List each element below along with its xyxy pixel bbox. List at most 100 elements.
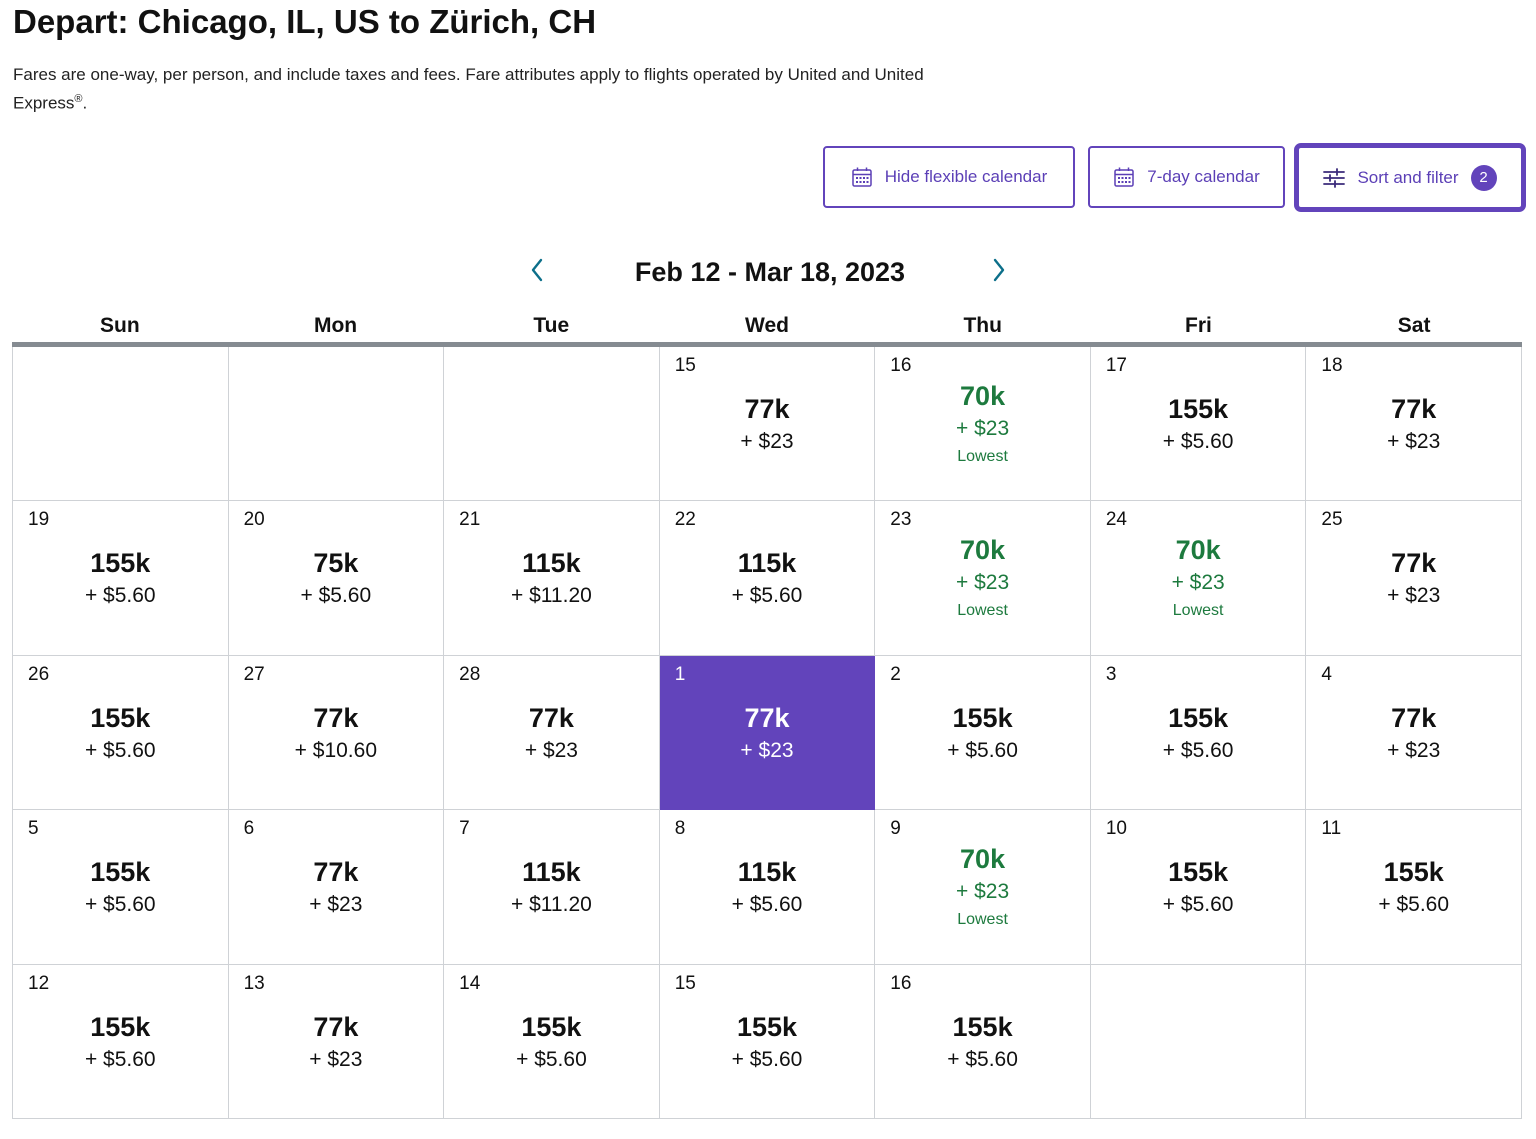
day-cell[interactable]: 26 155k + $5.60	[13, 655, 229, 811]
chevron-right-icon	[992, 258, 1006, 287]
fare-miles: 77k	[744, 702, 790, 733]
day-number: 15	[674, 972, 696, 994]
fare-miles: 155k	[1168, 394, 1229, 424]
day-number: 26	[28, 663, 50, 685]
page-title: Depart: Chicago, IL, US to Zürich, CH	[13, 3, 597, 40]
day-cell[interactable]: 12 155k + $5.60	[13, 964, 229, 1119]
day-cell-selected[interactable]: 1 77k + $23	[659, 655, 876, 811]
day-cell[interactable]: 22 115k + $5.60	[659, 501, 876, 656]
day-cell[interactable]: 11 155k + $5.60	[1306, 810, 1522, 965]
fare-miles: 155k	[1383, 857, 1444, 888]
empty-day-cell	[1306, 964, 1522, 1119]
day-number: 4	[1321, 663, 1332, 685]
day-number: 8	[674, 818, 686, 840]
day-cell[interactable]: 25 77k + $23	[1306, 501, 1522, 656]
day-cell[interactable]: 28 77k + $23	[444, 655, 660, 811]
fare-miles: 115k	[737, 548, 797, 579]
calendar-icon	[1113, 166, 1135, 188]
fare-miles: 155k	[952, 702, 1013, 733]
fare-miles: 77k	[1391, 702, 1437, 733]
day-number: 9	[890, 818, 901, 840]
day-cell[interactable]: 4 77k + $23	[1306, 655, 1522, 811]
day-number: 15	[674, 355, 696, 376]
fare-taxes: + $11.20	[511, 893, 592, 917]
day-number: 23	[890, 509, 912, 531]
day-number: 12	[28, 972, 50, 994]
day-cell[interactable]: 15 77k + $23	[659, 347, 876, 502]
next-range-button[interactable]	[983, 256, 1015, 288]
empty-day-cell	[228, 347, 445, 502]
day-cell[interactable]: 24 70k + $23 Lowest	[1090, 501, 1307, 656]
day-number: 25	[1321, 509, 1343, 531]
day-cell[interactable]: 23 70k + $23 Lowest	[875, 501, 1091, 656]
day-cell[interactable]: 5 155k + $5.60	[13, 810, 229, 965]
fare-taxes: + $23	[955, 571, 1010, 595]
day-cell[interactable]: 19 155k + $5.60	[13, 501, 229, 656]
filter-count-badge: 2	[1470, 164, 1497, 191]
fare-miles: 70k	[960, 844, 1006, 875]
day-cell[interactable]: 27 77k + $10.60	[228, 655, 445, 811]
day-cell[interactable]: 9 70k + $23 Lowest	[875, 810, 1091, 965]
fare-miles: 115k	[737, 857, 797, 888]
registered-mark: ®	[74, 93, 83, 105]
fare-taxes: + $5.60	[84, 893, 156, 917]
day-number: 2	[890, 663, 901, 685]
fare-taxes: + $5.60	[1378, 893, 1450, 917]
day-number: 21	[459, 509, 481, 531]
day-cell[interactable]: 16 70k + $23 Lowest	[875, 347, 1091, 502]
calendar-icon	[851, 166, 873, 188]
day-cell[interactable]: 16 155k + $5.60	[875, 964, 1091, 1119]
day-number: 6	[243, 818, 255, 840]
fare-taxes: + $5.60	[947, 738, 1018, 762]
fare-disclaimer-text: Fares are one-way, per person, and inclu…	[13, 65, 924, 113]
day-cell[interactable]: 3 155k + $5.60	[1090, 655, 1307, 811]
fare-miles: 155k	[736, 1011, 798, 1042]
day-cell[interactable]: 20 75k + $5.60	[228, 501, 445, 656]
fare-taxes: + $23	[1387, 738, 1441, 762]
lowest-fare-label: Lowest	[957, 602, 1008, 620]
day-number: 18	[1321, 355, 1343, 376]
fare-miles: 75k	[313, 548, 359, 579]
hide-flexible-calendar-label: Hide flexible calendar	[884, 167, 1048, 186]
day-number: 14	[459, 972, 481, 994]
sliders-icon	[1323, 167, 1346, 188]
fare-taxes: + $5.60	[1162, 738, 1234, 762]
day-number: 24	[1105, 509, 1127, 531]
chevron-left-icon	[530, 258, 544, 287]
weekday-mon: Mon	[313, 314, 358, 337]
day-number: 3	[1105, 663, 1117, 685]
fare-miles: 155k	[90, 548, 151, 579]
hide-flexible-calendar-button[interactable]: Hide flexible calendar	[823, 146, 1075, 208]
seven-day-calendar-button[interactable]: 7-day calendar	[1088, 146, 1285, 208]
day-cell[interactable]: 21 115k + $11.20	[444, 501, 660, 656]
date-range-nav: Feb 12 - Mar 18, 2023	[520, 252, 1020, 292]
seven-day-calendar-label: 7-day calendar	[1147, 167, 1260, 186]
fare-miles: 155k	[90, 857, 151, 888]
fare-miles: 115k	[522, 857, 581, 888]
empty-day-cell	[444, 347, 660, 502]
fare-taxes: + $5.60	[516, 1047, 587, 1071]
fare-disclaimer-end: .	[82, 93, 88, 113]
previous-range-button[interactable]	[521, 256, 553, 288]
sort-and-filter-label: Sort and filter	[1357, 167, 1459, 187]
day-cell[interactable]: 7 115k + $11.20	[444, 810, 660, 965]
fare-miles: 155k	[521, 1011, 582, 1042]
day-cell[interactable]: 2 155k + $5.60	[875, 655, 1091, 811]
day-cell[interactable]: 10 155k + $5.60	[1090, 810, 1307, 965]
sort-and-filter-button[interactable]: Sort and filter 2	[1294, 143, 1526, 212]
fare-taxes: + $5.60	[1162, 893, 1234, 917]
day-cell[interactable]: 8 115k + $5.60	[659, 810, 876, 965]
day-cell[interactable]: 17 155k + $5.60	[1090, 347, 1307, 502]
weekday-header: Sun Mon Tue Wed Thu Fri Sat	[12, 310, 1522, 347]
day-cell[interactable]: 15 155k + $5.60	[659, 964, 876, 1119]
fare-taxes: + $5.60	[1162, 430, 1234, 453]
day-cell[interactable]: 18 77k + $23	[1306, 347, 1522, 502]
fare-miles: 155k	[1168, 857, 1229, 888]
day-cell[interactable]: 6 77k + $23	[228, 810, 445, 965]
day-cell[interactable]: 13 77k + $23	[228, 964, 445, 1119]
fare-miles: 155k	[90, 1011, 151, 1042]
day-number: 7	[459, 818, 470, 840]
day-cell[interactable]: 14 155k + $5.60	[444, 964, 660, 1119]
fare-calendar: Sun Mon Tue Wed Thu Fri Sat 15 77k + $23 16…	[12, 310, 1522, 1119]
day-number: 16	[890, 972, 912, 994]
